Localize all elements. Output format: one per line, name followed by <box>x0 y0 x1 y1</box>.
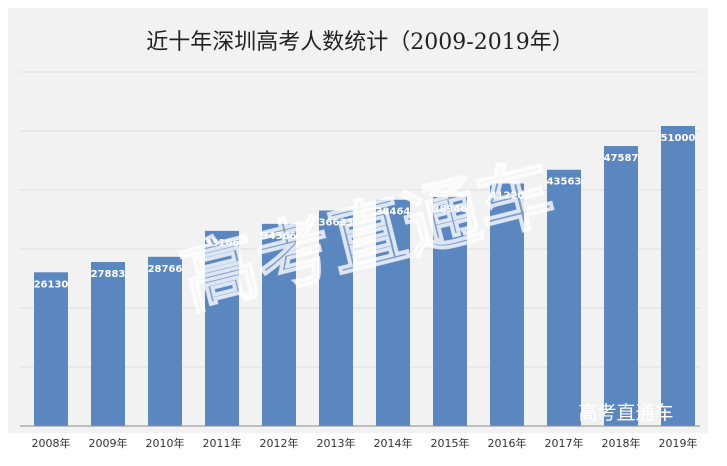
bar-2011年 <box>205 230 239 426</box>
tick-label-2009年: 2009年 <box>89 436 128 450</box>
tick-label-2016年: 2016年 <box>488 436 527 450</box>
bar-2015年 <box>433 196 467 426</box>
tick-label-2008年: 2008年 <box>32 436 71 450</box>
data-label-2019年: 51000 <box>661 133 696 144</box>
tick-label-2017年: 2017年 <box>545 436 584 450</box>
tick-label-2014年: 2014年 <box>374 436 413 450</box>
gridlines <box>20 71 700 368</box>
tick-label-2010年: 2010年 <box>146 436 185 450</box>
data-label-2012年: 34366 <box>262 231 297 242</box>
bar-2016年 <box>490 183 524 426</box>
tick-label-2011年: 2011年 <box>203 436 242 450</box>
bar-2009年 <box>91 261 125 426</box>
data-label-2008年: 26130 <box>34 279 69 290</box>
data-label-2013年: 36633 <box>319 218 354 229</box>
data-labels: 26130 27883 28766 33166 34366 36633 38464 38946… <box>34 133 696 290</box>
watermark-text: 高考直通车 <box>578 402 673 424</box>
data-label-2014年: 38464 <box>376 207 411 218</box>
bars <box>34 126 695 426</box>
data-label-2009年: 27883 <box>91 269 126 280</box>
data-label-2017年: 43563 <box>547 177 582 188</box>
bar-2012年 <box>262 223 296 426</box>
data-label-2011年: 33166 <box>205 238 240 249</box>
bar-2019年 <box>661 126 695 426</box>
x-tick-labels: 2008年 2009年 2010年 2011年 2012年 2013年 2014年 2015年… <box>32 436 698 450</box>
data-label-2016年: 41220 <box>490 191 525 202</box>
data-label-2018年: 47587 <box>604 153 639 164</box>
bar-2014年 <box>376 199 410 426</box>
tick-label-2013年: 2013年 <box>317 436 356 450</box>
tick-label-2012年: 2012年 <box>260 436 299 450</box>
bar-2018年 <box>604 146 638 426</box>
tick-label-2018年: 2018年 <box>602 436 641 450</box>
tick-label-2019年: 2019年 <box>659 436 698 450</box>
bar-2010年 <box>148 256 182 426</box>
chart-title: 近十年深圳高考人数统计（2009-2019年） <box>146 30 573 55</box>
bar-2017年 <box>547 169 581 426</box>
data-label-2010年: 28766 <box>148 264 183 275</box>
bar-2008年 <box>34 272 68 426</box>
tick-label-2015年: 2015年 <box>431 436 470 450</box>
bar-2013年 <box>319 210 353 426</box>
data-label-2015年: 38946 <box>433 204 468 215</box>
